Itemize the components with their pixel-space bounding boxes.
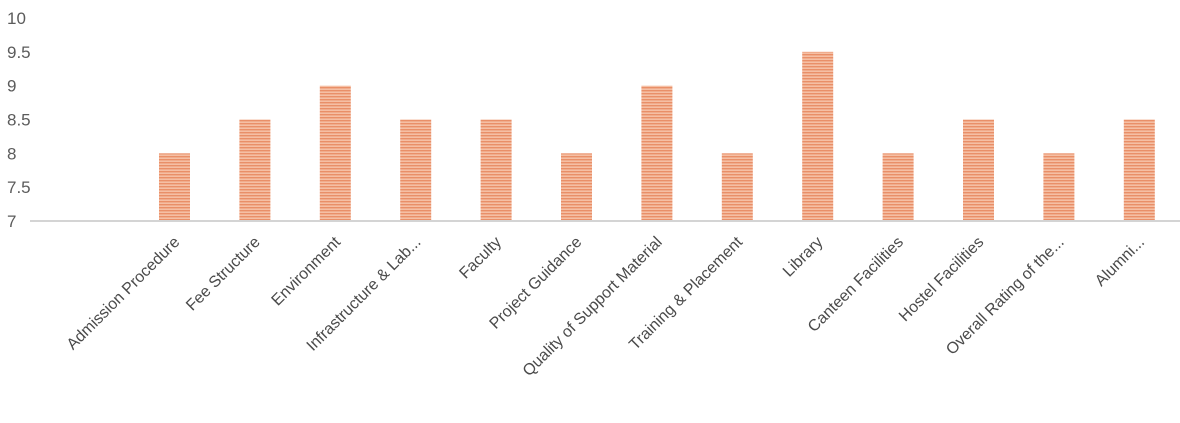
bar [882, 153, 914, 221]
x-tick-label: Environment [269, 233, 345, 309]
bar [963, 119, 994, 221]
y-tick-label: 7.5 [7, 178, 31, 197]
x-tick-label: Hostel Facilities [896, 234, 987, 325]
x-tick-label: Fee Structure [183, 234, 264, 315]
x-tick-label: Admission Procedure [64, 234, 184, 354]
bar [159, 153, 190, 221]
x-tick-label: Quality of Support Material [520, 234, 666, 380]
bar [641, 85, 673, 222]
bar [802, 51, 834, 222]
bar [480, 119, 512, 221]
y-tick-label: 8 [7, 144, 16, 163]
y-tick-label: 8.5 [7, 111, 31, 130]
y-tick-label: 9.5 [7, 43, 31, 62]
x-tick-label: Library [780, 234, 827, 281]
bar [239, 119, 271, 221]
x-axis-labels: Admission Procedure Fee Structure Environm… [64, 233, 1148, 379]
y-tick-label: 9 [7, 77, 16, 96]
y-tick-label: 7 [7, 212, 16, 231]
x-tick-label: Faculty [456, 234, 504, 282]
bar [1043, 153, 1075, 221]
y-axis-ticks: 7 7.5 8 8.5 9 9.5 10 [7, 9, 31, 231]
x-tick-label: Alumni... [1092, 234, 1148, 290]
bar [400, 119, 432, 221]
y-tick-label: 10 [7, 9, 26, 28]
bar-series [159, 51, 1155, 222]
bar [1123, 119, 1155, 221]
bar [319, 85, 351, 222]
bar [721, 153, 753, 221]
bar [561, 153, 592, 221]
